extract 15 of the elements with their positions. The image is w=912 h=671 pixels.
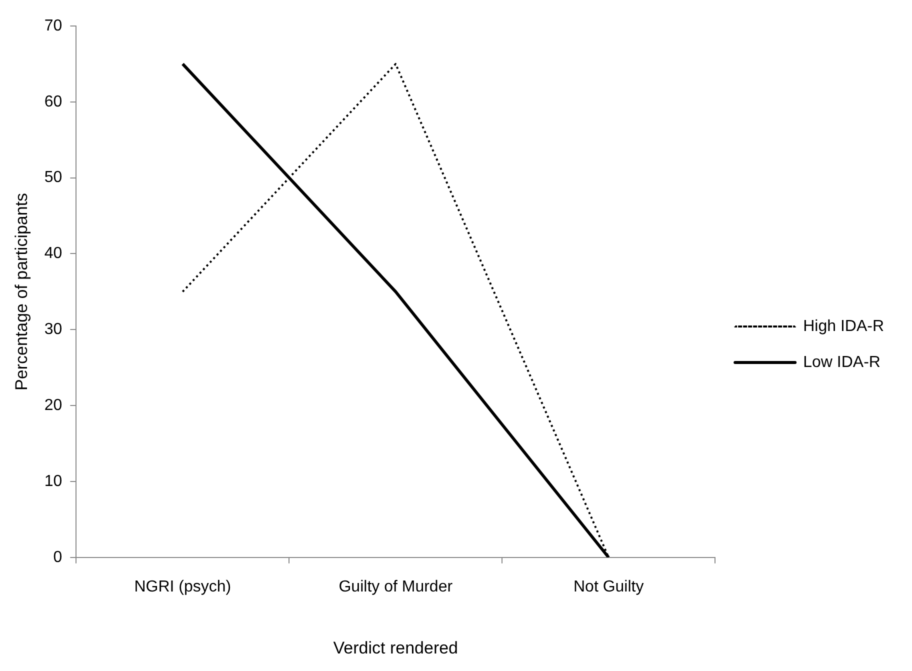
x-tick-label: Not Guilty — [573, 578, 644, 596]
legend-label: Low IDA-R — [803, 354, 880, 371]
legend-label: High IDA-R — [803, 318, 884, 335]
y-tick-label: 10 — [44, 472, 62, 490]
y-axis-title: Percentage of participants — [12, 192, 31, 390]
y-tick-label: 60 — [44, 93, 62, 110]
y-tick-label: 70 — [44, 17, 62, 34]
x-tick-label: NGRI (psych) — [134, 578, 232, 596]
y-tick-label: 50 — [44, 169, 62, 186]
y-tick-label: 40 — [44, 245, 62, 262]
x-axis-title: Verdict rendered — [333, 638, 458, 658]
y-tick-label: 30 — [44, 321, 62, 338]
y-tick-label: 20 — [44, 396, 62, 414]
x-tick-label: Guilty of Murder — [338, 578, 454, 596]
y-tick-label: 0 — [53, 548, 62, 566]
